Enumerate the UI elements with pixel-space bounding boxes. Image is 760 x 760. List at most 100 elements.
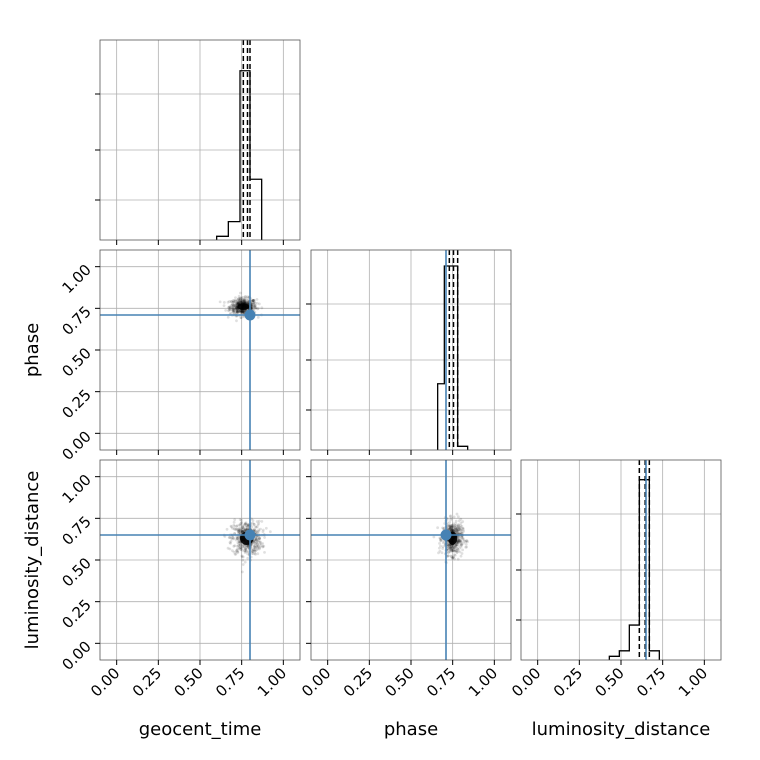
sample-point — [240, 530, 244, 533]
sample-point — [256, 306, 260, 310]
sample-point — [234, 296, 237, 300]
sample-point — [253, 301, 257, 305]
sample-point — [236, 302, 240, 305]
sample-point — [241, 310, 244, 314]
sample-point — [243, 298, 246, 301]
sample-point — [243, 295, 247, 299]
sample-point — [454, 549, 458, 553]
sample-point — [238, 299, 242, 303]
sample-point — [244, 524, 248, 528]
sample-point — [250, 546, 254, 550]
sample-point — [253, 549, 257, 553]
sample-point — [239, 300, 243, 304]
sample-point — [235, 308, 238, 312]
sample-point — [241, 300, 245, 303]
sample-point — [253, 305, 257, 309]
sample-point — [454, 543, 458, 547]
sample-point — [244, 527, 248, 531]
sample-point — [225, 527, 229, 531]
sample-point — [241, 548, 245, 552]
sample-point — [235, 306, 239, 309]
sample-point — [241, 309, 245, 313]
sample-point — [454, 522, 457, 525]
sample-point — [460, 524, 464, 528]
sample-point — [232, 309, 236, 313]
sample-point — [231, 308, 235, 312]
truth-marker — [440, 529, 452, 541]
sample-point — [228, 305, 232, 309]
sample-point — [447, 546, 451, 549]
sample-point — [234, 552, 238, 556]
sample-point — [245, 295, 249, 299]
sample-point — [227, 536, 231, 540]
sample-point — [243, 549, 247, 553]
sample-point — [238, 309, 242, 313]
sample-point — [441, 547, 445, 550]
sample-point — [242, 300, 246, 304]
sample-point — [238, 297, 242, 301]
sample-point — [236, 550, 240, 554]
sample-point — [234, 305, 238, 309]
sample-point — [237, 535, 241, 539]
sample-point — [255, 548, 258, 552]
sample-point — [243, 299, 247, 303]
sample-point — [256, 307, 259, 311]
sample-point — [449, 548, 452, 552]
sample-point — [462, 529, 466, 533]
sample-point — [243, 528, 247, 532]
sample-point — [229, 308, 233, 312]
sample-point — [234, 528, 238, 532]
x-tick-label: 0.25 — [550, 664, 586, 700]
sample-point — [237, 540, 241, 544]
sample-point — [456, 539, 460, 543]
sample-point — [240, 310, 244, 313]
sample-point — [448, 526, 452, 530]
sample-point — [448, 525, 452, 529]
y-tick-label: 0.00 — [58, 637, 94, 673]
sample-point — [235, 310, 239, 314]
sample-point — [439, 539, 443, 543]
x-tick-label: 0.00 — [508, 664, 544, 700]
sample-point — [455, 512, 459, 516]
sample-point — [250, 303, 253, 307]
sample-point — [262, 544, 266, 548]
sample-point — [256, 530, 260, 534]
sample-point — [450, 548, 453, 552]
sample-point — [238, 546, 242, 550]
sample-point — [256, 537, 260, 541]
sample-point — [242, 299, 246, 303]
sample-point — [235, 310, 239, 314]
sample-point — [241, 530, 244, 534]
sample-point — [240, 301, 243, 305]
sample-point — [449, 528, 453, 532]
sample-point — [244, 549, 248, 553]
sample-point — [253, 538, 256, 542]
sample-point — [233, 307, 237, 311]
sample-point — [238, 546, 242, 550]
sample-point — [449, 529, 453, 533]
sample-point — [257, 547, 261, 551]
sample-point — [250, 306, 254, 310]
sample-point — [253, 546, 257, 550]
sample-point — [232, 308, 236, 312]
sample-point — [454, 543, 458, 547]
sample-point — [455, 526, 459, 530]
sample-point — [240, 544, 243, 548]
sample-point — [450, 556, 454, 560]
sample-point — [453, 525, 456, 529]
sample-point — [236, 536, 239, 540]
sample-point — [256, 315, 260, 319]
sample-point — [237, 297, 241, 301]
sample-point — [461, 536, 465, 540]
sample-point — [455, 547, 459, 551]
sample-point — [448, 526, 451, 530]
sample-point — [231, 307, 235, 311]
sample-point — [261, 544, 265, 548]
sample-point — [458, 527, 462, 531]
sample-point — [447, 543, 451, 547]
sample-point — [260, 306, 264, 310]
sample-point — [231, 311, 235, 314]
sample-point — [448, 515, 452, 518]
sample-point — [241, 298, 244, 302]
sample-point — [457, 539, 461, 543]
